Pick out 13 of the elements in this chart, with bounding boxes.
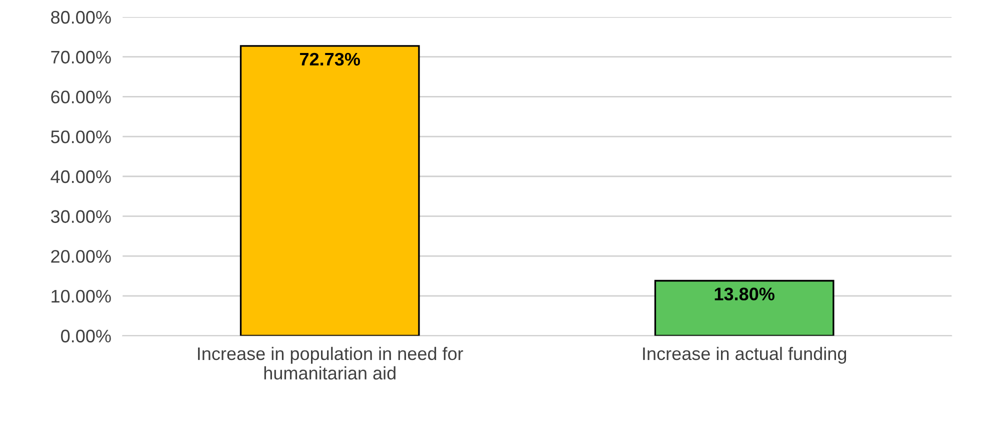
y-tick-label: 20.00% [51,250,111,263]
x-tick-label: Increase in actual funding [643,346,846,364]
y-tick-label: 10.00% [52,290,111,303]
y-tick-label: 70.00% [51,50,111,64]
y-tick-label: 30.00% [50,210,111,223]
data-label: 72.73% [300,52,360,66]
y-tick-label: 80.00% [51,10,111,24]
y-tick-label: 60.00% [51,90,111,104]
data-label: 13.80% [714,288,774,300]
x-tick-label: Increase in population in need for humanitarian aid [198,346,464,380]
y-tick-label: 0.00% [61,330,111,342]
y-tick-label: 40.00% [50,170,111,184]
y-tick-label: 50.00% [51,130,111,144]
